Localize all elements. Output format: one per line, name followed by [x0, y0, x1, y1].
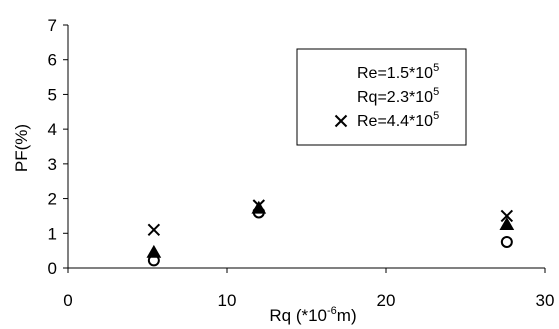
data-point-triangle	[146, 244, 162, 258]
legend-marker-x	[334, 114, 348, 128]
legend-label-exponent: 5	[433, 110, 439, 122]
x-tick-label: 0	[63, 291, 72, 310]
y-tick-label: 1	[48, 224, 57, 243]
y-tick-label: 4	[48, 120, 57, 139]
x-marker-stroke	[147, 223, 161, 237]
tick-labels: 0 1 2 3 4 5 6 7 0 10 20 30	[48, 16, 555, 310]
y-tick-label: 5	[48, 85, 57, 104]
y-tick-label: 3	[48, 155, 57, 174]
x-tick-label: 30	[536, 291, 555, 310]
legend-box	[296, 48, 467, 146]
y-axis-title: PF(%)	[12, 124, 31, 172]
axes	[63, 24, 546, 273]
x-marker-stroke	[500, 209, 514, 223]
y-tick-label: 6	[48, 51, 57, 70]
data-point-open-circle	[500, 235, 513, 248]
data-point-x	[147, 223, 161, 237]
y-tick-label: 0	[48, 259, 57, 278]
legend-label-base: Re=4.4*10	[357, 113, 433, 130]
x-tick-label: 20	[377, 291, 396, 310]
y-tick-label: 2	[48, 190, 57, 209]
legend-label-exponent: 5	[433, 86, 439, 98]
x-marker-stroke	[334, 114, 348, 128]
legend-label: Re=4.4*105	[357, 110, 439, 130]
data-point-triangle	[499, 217, 515, 230]
legend-label-base: Rq=2.3*10	[357, 89, 433, 106]
x-axis-title-base: Rq (*10	[269, 306, 327, 325]
x-tick-label: 10	[218, 291, 237, 310]
legend-label-base: Re=1.5*10	[357, 65, 433, 82]
data-points	[146, 199, 515, 267]
data-point-x	[500, 209, 514, 223]
legend-label: Rq=2.3*105	[357, 86, 439, 106]
x-axis-title: Rq (*10-6m)	[269, 305, 356, 325]
x-marker-stroke	[252, 199, 266, 212]
x-axis-title-unit: m)	[337, 306, 357, 325]
legend-label-exponent: 5	[433, 62, 439, 74]
data-point-x	[252, 199, 266, 212]
x-axis-title-exponent: -6	[327, 305, 337, 317]
y-tick-label: 7	[48, 16, 57, 35]
legend-label: Re=1.5*105	[357, 62, 439, 82]
